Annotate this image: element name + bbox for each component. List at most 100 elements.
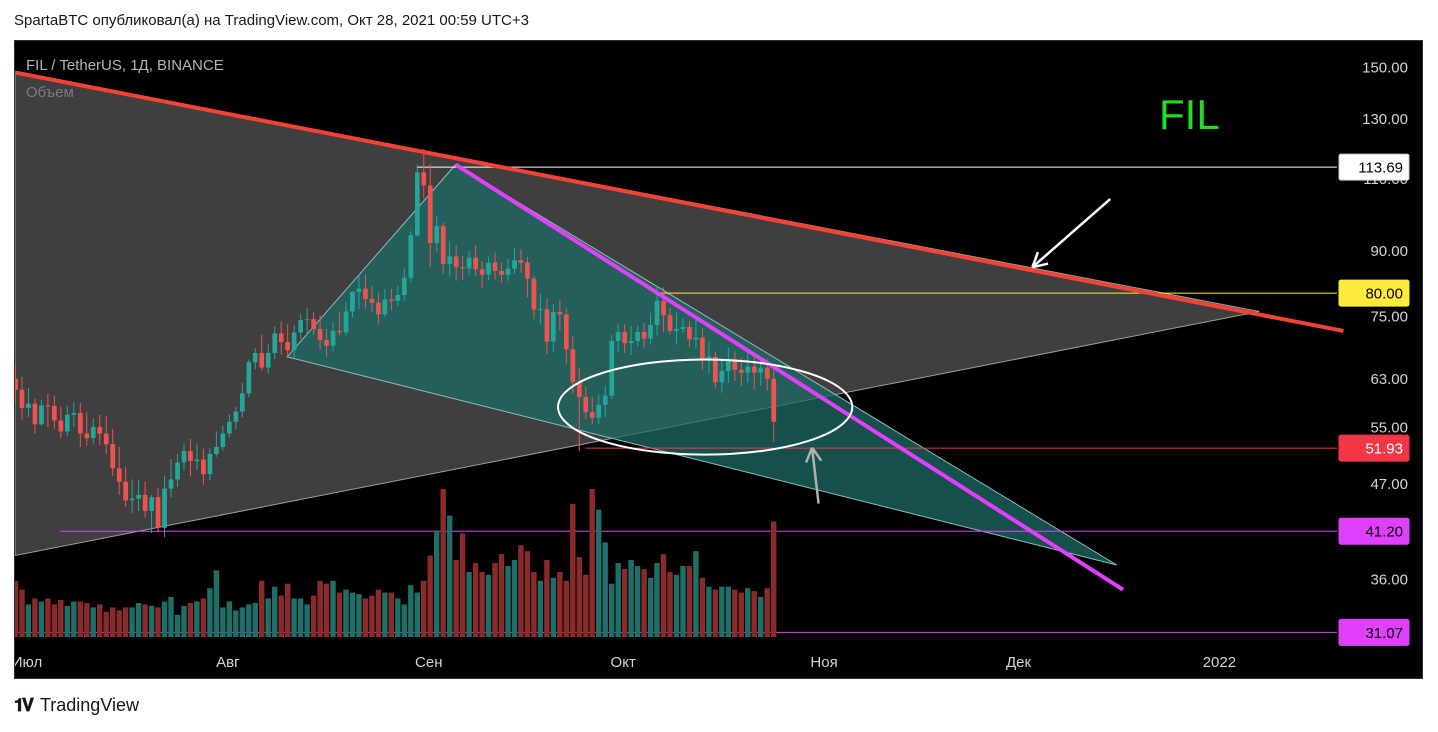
volume-bar <box>122 607 129 637</box>
volume-bar <box>168 597 174 637</box>
volume-bar <box>634 566 641 637</box>
candle <box>427 163 433 268</box>
candle <box>58 406 64 439</box>
candle-body <box>577 382 582 397</box>
candle-body <box>45 405 51 407</box>
price-chart[interactable]: 150.00130.00110.0090.0075.0063.0055.0047… <box>15 41 1422 678</box>
candle <box>505 258 511 281</box>
candle-body <box>408 235 414 278</box>
candle <box>389 288 394 311</box>
candle <box>123 466 128 507</box>
candle <box>298 313 303 340</box>
candle <box>343 301 349 336</box>
candle <box>739 357 744 386</box>
candle-body <box>233 411 239 422</box>
volume-bar <box>207 588 213 637</box>
volume-bar <box>323 583 330 637</box>
candle-body <box>265 353 271 368</box>
volume-bar <box>518 545 524 637</box>
volume-bar <box>544 560 550 637</box>
y-tick-label-5: 63.00 <box>1370 371 1408 388</box>
volume-bar <box>382 592 388 637</box>
candle <box>415 164 420 237</box>
candle-body <box>680 327 686 329</box>
volume-bar <box>498 554 505 637</box>
candle-body <box>654 300 660 325</box>
volume-bar <box>485 574 492 637</box>
candle <box>518 249 524 273</box>
y-tick-label-4: 75.00 <box>1370 308 1408 325</box>
candle-body <box>103 433 109 445</box>
fil-annotation-label: FIL <box>1159 91 1220 138</box>
candle-body <box>201 459 206 475</box>
candle <box>745 351 751 383</box>
volume-bar <box>297 598 304 637</box>
candle-body <box>706 356 712 359</box>
candle-body <box>564 314 569 350</box>
x-tick-label-5: Дек <box>1006 654 1032 671</box>
candle-body <box>512 260 517 269</box>
volume-bar <box>246 604 252 637</box>
volume-bar <box>699 577 706 637</box>
candle-body <box>52 406 57 421</box>
candle <box>447 241 453 277</box>
candle-body <box>739 369 744 373</box>
candle-body <box>71 412 77 415</box>
y-tick-label-6: 55.00 <box>1370 420 1408 437</box>
candle <box>382 289 388 318</box>
candle-body <box>674 329 679 331</box>
volume-bar <box>693 551 699 637</box>
price-level-badge <box>1338 153 1410 181</box>
volume-bar <box>764 588 770 637</box>
price-level-label-3: 41.20 <box>1338 517 1410 545</box>
candle <box>207 448 213 481</box>
volume-bar <box>680 566 686 637</box>
footer: 𝟏𝐕 TradingView <box>14 695 139 716</box>
candle-body <box>19 389 25 408</box>
candle <box>674 312 679 345</box>
volume-bar <box>434 530 440 637</box>
candle <box>317 315 323 350</box>
candle-body <box>415 172 420 236</box>
volume-bar <box>19 589 25 637</box>
candle-body <box>175 462 180 480</box>
candle <box>453 244 459 281</box>
volume-bar <box>660 554 667 637</box>
candle <box>732 351 738 382</box>
candle <box>680 318 686 333</box>
chart-panel[interactable]: 150.00130.00110.0090.0075.0063.0055.0047… <box>14 40 1423 679</box>
candle-body <box>207 453 213 475</box>
price-level-badge <box>1338 517 1410 545</box>
candle <box>97 414 103 445</box>
volume-bar <box>589 489 595 637</box>
candle-body <box>531 278 537 310</box>
resistance-trend-line <box>15 70 1344 333</box>
candle <box>641 323 647 348</box>
candle <box>181 443 187 471</box>
volume-bar <box>369 595 375 637</box>
candle <box>434 215 440 252</box>
volume-bar <box>771 521 777 637</box>
volume-bar <box>90 607 96 637</box>
volume-bar <box>343 589 349 637</box>
volume-bar <box>336 592 343 637</box>
volume-bar <box>667 571 673 637</box>
candle <box>350 291 355 318</box>
candle-body <box>285 342 290 351</box>
candle <box>26 388 31 418</box>
candle <box>149 494 154 533</box>
candle <box>32 398 38 434</box>
candle-body <box>486 262 491 275</box>
volume-bar <box>388 592 394 637</box>
candle-body <box>427 185 433 243</box>
price-level-value: 113.69 <box>1358 160 1403 177</box>
volume-bar <box>213 570 220 637</box>
candle-body <box>596 404 602 418</box>
candle-body <box>693 337 699 340</box>
candles <box>15 148 777 538</box>
white-arrow-head <box>1032 262 1049 269</box>
candle-body <box>648 325 653 339</box>
candle <box>499 262 504 283</box>
candle <box>19 376 25 420</box>
x-tick-label-0: Июл <box>15 654 42 671</box>
